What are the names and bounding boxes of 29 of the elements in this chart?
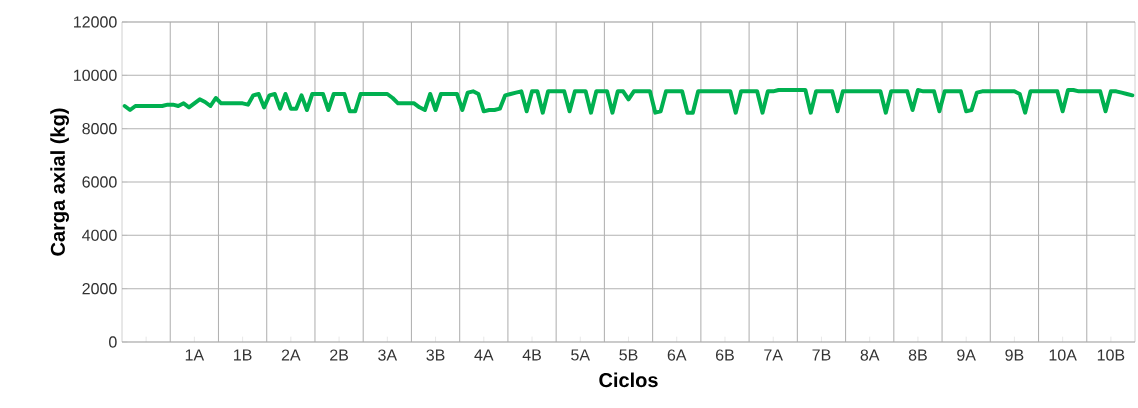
- x-tick-label: 5A: [571, 349, 591, 361]
- x-axis-title: Ciclos: [599, 372, 658, 388]
- x-tick-label: 6A: [667, 349, 687, 361]
- x-tick-label: 8A: [860, 349, 880, 361]
- y-tick-label: 0: [109, 336, 117, 348]
- y-tick-label: 12000: [74, 16, 117, 28]
- x-tick-label: 3B: [426, 349, 445, 361]
- x-tick-label: 7A: [764, 349, 783, 361]
- x-tick-label: 2B: [330, 349, 349, 361]
- x-tick-label: 9B: [1005, 349, 1024, 361]
- y-tick-label: 4000: [82, 229, 117, 241]
- x-tick-label: 10B: [1097, 349, 1125, 361]
- x-tick-label: 4A: [474, 349, 494, 361]
- x-tick-label: 1A: [185, 349, 205, 361]
- y-axis-title: Carga axial (kg): [50, 108, 69, 256]
- y-tick-label: 10000: [74, 69, 117, 81]
- x-tick-label: 3A: [378, 349, 398, 361]
- x-tick-label: 4B: [522, 349, 541, 361]
- x-tick-label: 1B: [234, 349, 252, 361]
- x-tick-label: 9A: [957, 349, 976, 361]
- x-tick-label: 7B: [812, 349, 831, 361]
- y-tick-label: 2000: [82, 283, 117, 295]
- x-tick-label: 2A: [281, 349, 301, 361]
- y-tick-label: 6000: [82, 176, 117, 188]
- x-tick-label: 8B: [908, 349, 927, 361]
- y-tick-label: 8000: [82, 123, 117, 135]
- x-tick-label: 10A: [1049, 349, 1077, 361]
- x-tick-label: 6B: [716, 349, 734, 361]
- x-tick-label: 5B: [619, 349, 638, 361]
